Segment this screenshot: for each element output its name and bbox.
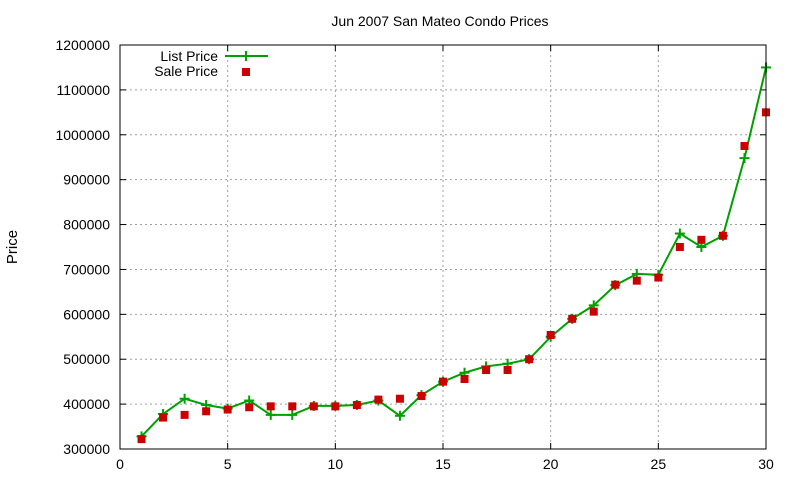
legend-marker-list-price: [241, 51, 251, 61]
sale-price-point: [180, 410, 189, 419]
sale-price-point: [675, 243, 684, 251]
sale-price-point: [137, 435, 146, 444]
list-price-line: [140, 67, 767, 438]
x-tick-label: 0: [116, 456, 124, 472]
y-tick-label: 800000: [63, 217, 110, 233]
sale-price-point: [288, 402, 297, 411]
y-tick-label: 700000: [63, 261, 110, 277]
x-tick-label: 30: [758, 456, 774, 472]
sale-price-point: [245, 403, 254, 412]
y-tick-label: 600000: [63, 306, 110, 322]
x-tick-labels: 0 5 10 15 20 25 30: [116, 456, 774, 472]
list-price-point: [394, 410, 405, 421]
x-tick-label: 10: [328, 456, 344, 472]
sale-price-point: [266, 402, 275, 411]
list-price-point: [739, 153, 750, 164]
sale-price-point: [482, 365, 491, 374]
plot-frame: [119, 44, 767, 450]
sale-price-point: [395, 394, 404, 403]
y-tick-labels: 300000 400000 500000 600000 700000 800000 9000…: [55, 37, 110, 457]
sale-price-point: [632, 276, 641, 285]
y-tick-label: 400000: [63, 396, 110, 412]
x-tick-label: 5: [224, 456, 232, 472]
y-tick-label: 500000: [63, 351, 110, 367]
sale-price-point: [374, 395, 383, 404]
sale-price-point: [525, 355, 534, 364]
sale-price-point: [159, 413, 168, 422]
sale-price-point: [503, 365, 512, 374]
x-tick-label: 15: [435, 456, 451, 472]
sale-price-point: [589, 307, 598, 316]
chart-title: Jun 2007 San Mateo Condo Prices: [331, 13, 548, 29]
sale-price-point: [417, 392, 426, 401]
sale-price-point: [740, 142, 749, 150]
sale-price-point: [460, 374, 469, 383]
y-tick-label: 900000: [63, 172, 110, 188]
series: [136, 62, 771, 444]
list-price-point: [265, 409, 276, 420]
sale-price-point: [568, 314, 577, 323]
legend: List Price Sale Price: [154, 48, 268, 79]
sale-price-point: [331, 402, 340, 411]
x-tick-label: 25: [651, 456, 667, 472]
sale-price-point: [352, 401, 361, 410]
sale-price-point: [223, 405, 232, 414]
y-tick-label: 300000: [63, 441, 110, 457]
legend-label-sale-price: Sale Price: [154, 63, 218, 79]
list-price-point: [179, 393, 190, 404]
sale-price-point: [202, 407, 211, 416]
sale-price-point: [309, 402, 318, 411]
y-axis-label: Price: [4, 230, 21, 264]
y-tick-label: 1000000: [55, 127, 110, 143]
sale-price-point: [718, 231, 727, 240]
legend-marker-sale-price: [242, 68, 250, 76]
y-tick-label: 1100000: [57, 82, 111, 98]
legend-label-list-price: List Price: [160, 48, 218, 64]
list-price-point: [287, 409, 298, 420]
sale-price-point: [697, 235, 706, 244]
sale-price-point: [546, 330, 555, 339]
x-tick-label: 20: [543, 456, 559, 472]
sale-price-point: [654, 273, 663, 282]
grid: [120, 45, 766, 449]
sale-price-point: [611, 280, 620, 289]
y-tick-label: 1200000: [55, 37, 110, 53]
sale-price-point: [439, 377, 447, 386]
list-price-point: [674, 228, 685, 239]
